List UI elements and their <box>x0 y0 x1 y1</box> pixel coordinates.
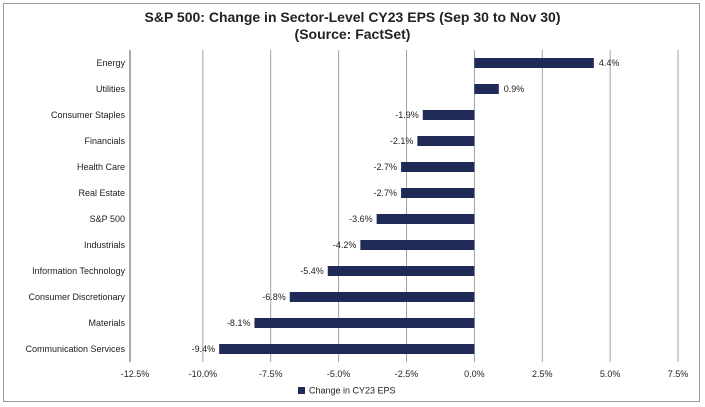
category-labels: Energy Utilities Consumer Staples Financial… <box>25 58 125 354</box>
category-label: Information Technology <box>32 266 125 276</box>
data-label: 0.9% <box>504 84 525 94</box>
category-label: Energy <box>96 58 125 68</box>
x-tick-label: 7.5% <box>668 369 689 379</box>
bar <box>289 292 475 302</box>
x-tick-label: -10.0% <box>189 369 218 379</box>
chart-frame <box>3 3 700 402</box>
data-label: -2.1% <box>390 136 414 146</box>
data-label: -3.6% <box>349 214 373 224</box>
bar <box>327 266 475 276</box>
data-labels: 4.4% 0.9% -1.9% -2.1% -2.7% -2.7% -3.6% -4.2% -5… <box>192 58 620 354</box>
bar <box>417 136 475 146</box>
chart-subtitle: (Source: FactSet) <box>294 26 411 42</box>
data-label: -1.9% <box>395 110 419 120</box>
data-label: -2.7% <box>374 188 398 198</box>
x-tick-label: 5.0% <box>600 369 621 379</box>
data-label: -6.8% <box>262 292 286 302</box>
category-label: Utilities <box>96 84 126 94</box>
category-label: Industrials <box>84 240 126 250</box>
x-tick-label: -5.0% <box>327 369 351 379</box>
x-tick-labels: -12.5% -10.0% -7.5% -5.0% -2.5% 0.0% 2.5% 5.0% 7… <box>121 369 689 379</box>
category-label: Consumer Staples <box>51 110 126 120</box>
data-label: -8.1% <box>227 318 251 328</box>
category-label: Real Estate <box>78 188 125 198</box>
data-label: -5.4% <box>300 266 324 276</box>
gridlines <box>129 50 679 362</box>
legend-swatch <box>298 387 305 394</box>
x-tick-label: 2.5% <box>532 369 553 379</box>
category-label: Communication Services <box>25 344 125 354</box>
x-tick-label: -2.5% <box>395 369 419 379</box>
bar <box>474 84 499 94</box>
bar <box>219 344 475 354</box>
bar <box>401 162 475 172</box>
legend: Change in CY23 EPS <box>298 386 396 396</box>
category-label: Materials <box>88 318 125 328</box>
bars <box>219 58 594 354</box>
bar <box>360 240 475 250</box>
x-tick-label: 0.0% <box>464 369 485 379</box>
data-label: -2.7% <box>374 162 398 172</box>
chart-title: S&P 500: Change in Sector-Level CY23 EPS… <box>144 9 561 25</box>
x-tick-label: -7.5% <box>259 369 283 379</box>
category-label: Health Care <box>77 162 125 172</box>
bar <box>474 58 594 68</box>
bar <box>254 318 475 328</box>
category-label: S&P 500 <box>90 214 125 224</box>
bar <box>401 188 475 198</box>
bar <box>422 110 475 120</box>
bar <box>376 214 475 224</box>
category-label: Financials <box>84 136 125 146</box>
data-label: -9.4% <box>192 344 216 354</box>
data-label: 4.4% <box>599 58 620 68</box>
data-label: -4.2% <box>333 240 357 250</box>
category-label: Consumer Discretionary <box>28 292 125 302</box>
legend-label: Change in CY23 EPS <box>309 386 396 396</box>
x-tick-label: -12.5% <box>121 369 150 379</box>
